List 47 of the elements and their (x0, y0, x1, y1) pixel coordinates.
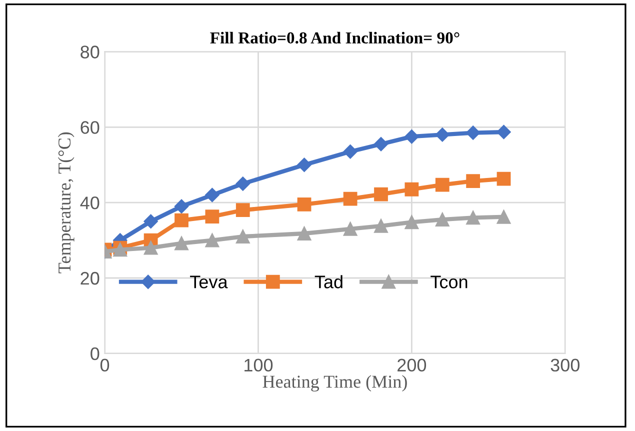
point (174, 236, 188, 250)
point (374, 137, 388, 152)
point (435, 212, 450, 226)
y-tick-label: 40 (80, 196, 100, 210)
point (374, 187, 388, 202)
point (144, 214, 158, 229)
point (374, 219, 388, 233)
point (297, 198, 312, 212)
x-tick-label: 100 (244, 358, 273, 372)
point (144, 240, 158, 255)
point (435, 128, 450, 142)
chart-title: Fill Ratio=0.8 And Inclination= 90° (210, 32, 460, 44)
point (205, 188, 220, 202)
point (404, 129, 419, 144)
x-tick-label: 300 (550, 358, 580, 372)
y-tick-label: 60 (80, 121, 100, 134)
point (297, 158, 312, 172)
y-tick-label: 0 (90, 347, 100, 360)
point (205, 210, 220, 224)
point (404, 182, 419, 196)
point (236, 203, 250, 218)
point (496, 124, 511, 140)
y-axis-title: Temperature, T(°C) (58, 132, 74, 274)
point (297, 226, 312, 240)
point (466, 126, 480, 140)
point (404, 215, 419, 230)
point (496, 210, 511, 224)
y-tick-label: 20 (80, 272, 100, 285)
legend-label: Teva (190, 276, 228, 288)
point (466, 210, 480, 225)
point (236, 230, 250, 244)
legend-label: Tad (314, 275, 342, 288)
x-tick-label: 0 (100, 358, 110, 372)
point (205, 233, 220, 248)
point (174, 213, 188, 228)
point (496, 172, 511, 186)
point (343, 144, 358, 159)
x-tick-label: 200 (398, 358, 426, 372)
point (435, 178, 450, 192)
legend-label: Tcon (430, 276, 468, 288)
point (343, 192, 358, 206)
point (236, 176, 250, 191)
y-tick-label: 80 (80, 46, 100, 58)
point (343, 222, 358, 236)
x-axis-title: Heating Time (Min) (262, 375, 407, 392)
point (466, 174, 480, 188)
point (174, 199, 189, 214)
